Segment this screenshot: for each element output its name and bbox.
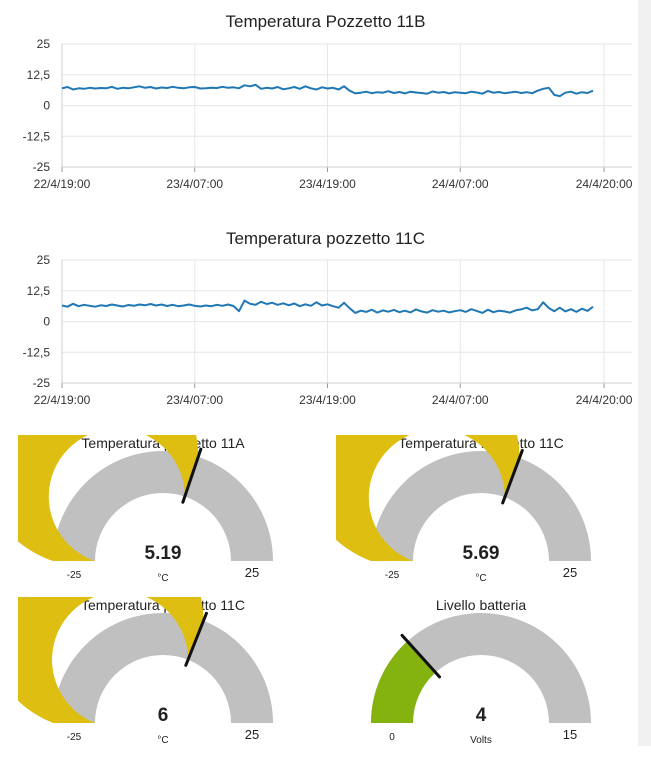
y-tick-label: -25 bbox=[33, 376, 51, 390]
series-line bbox=[61, 299, 594, 314]
y-tick-label: 0 bbox=[43, 99, 50, 113]
gauge-min-label: 0 bbox=[389, 732, 395, 743]
series-line bbox=[61, 83, 594, 98]
gauge-max-label: 15 bbox=[563, 727, 577, 742]
x-tick-label: 22/4/19:00 bbox=[34, 177, 91, 191]
gauge-needle bbox=[184, 611, 208, 667]
x-tick-label: 23/4/07:00 bbox=[166, 393, 223, 407]
gauge-unit: °C bbox=[157, 573, 168, 584]
x-tick-label: 24/4/07:00 bbox=[432, 177, 489, 191]
gauge-title: Livello batteria bbox=[435, 597, 527, 613]
x-tick-label: 23/4/19:00 bbox=[299, 177, 356, 191]
gauge-needle bbox=[181, 447, 203, 504]
gauge-svg: 5.19 °C -25 25 bbox=[18, 435, 273, 584]
gauge-fill bbox=[336, 435, 520, 561]
gauge-unit: °C bbox=[475, 573, 486, 584]
gauge-min-label: -25 bbox=[67, 570, 82, 581]
x-tick-label: 24/4/07:00 bbox=[432, 393, 489, 407]
y-tick-label: 25 bbox=[37, 253, 51, 267]
scrollbar-track[interactable] bbox=[638, 0, 651, 746]
line-chart-11c: 25 12,5 0 -12,5 -25 22/4/19:00 23/4/07:00 23/4/… bbox=[23, 253, 633, 407]
gauge-fill bbox=[18, 435, 199, 561]
y-tick-label: -12,5 bbox=[23, 345, 51, 359]
chart-title-11c: Temperatura pozzetto 11C bbox=[225, 229, 426, 248]
y-tick-label: 12,5 bbox=[27, 284, 51, 298]
gauge-unit: Volts bbox=[470, 735, 492, 746]
gauge-needle bbox=[501, 448, 524, 505]
gauge-livello-batteria: Livello batteria 4 Volts 0 15 bbox=[336, 597, 626, 757]
gauge-max-label: 25 bbox=[245, 727, 259, 742]
y-tick-label: -12,5 bbox=[23, 129, 51, 143]
x-tick-label: 24/4/20:00 bbox=[576, 393, 633, 407]
gauge-track bbox=[53, 451, 273, 561]
y-tick-label: 12,5 bbox=[27, 68, 51, 82]
gauge-value: 6 bbox=[158, 705, 169, 726]
x-tick-label: 23/4/07:00 bbox=[166, 177, 223, 191]
gauge-min-label: -25 bbox=[67, 732, 82, 743]
x-tick-label: 24/4/20:00 bbox=[576, 177, 633, 191]
gauge-svg: 5.69 °C -25 25 bbox=[336, 435, 591, 584]
gauge-track bbox=[371, 451, 591, 561]
gauge-track bbox=[371, 613, 591, 723]
chart-title-11b: Temperatura Pozzetto 11B bbox=[225, 12, 426, 31]
x-tick-label: 23/4/19:00 bbox=[299, 393, 356, 407]
y-tick-label: 25 bbox=[37, 37, 51, 51]
gauge-max-label: 25 bbox=[245, 565, 259, 580]
gauge-needle bbox=[400, 633, 442, 679]
gauge-value: 4 bbox=[476, 705, 487, 726]
gauge-value: 5.19 bbox=[145, 543, 182, 564]
line-chart-11b: 25 12,5 0 -12,5 -25 22/4/19:00 23/4/07:00 23/4/… bbox=[23, 37, 633, 191]
gauge-svg: 6 °C -25 25 bbox=[18, 597, 273, 746]
x-tick-label: 22/4/19:00 bbox=[34, 393, 91, 407]
gauge-fill bbox=[371, 641, 436, 723]
gauge-min-label: -25 bbox=[385, 570, 400, 581]
y-tick-label: -25 bbox=[33, 160, 51, 174]
gauge-value: 5.69 bbox=[463, 543, 500, 564]
gauge-unit: °C bbox=[157, 735, 168, 746]
gauge-max-label: 25 bbox=[563, 565, 577, 580]
gauge-fill bbox=[18, 597, 204, 723]
gauge-svg: 4 Volts 0 15 bbox=[371, 613, 591, 746]
y-tick-label: 0 bbox=[43, 315, 50, 329]
gauge-track bbox=[53, 613, 273, 723]
